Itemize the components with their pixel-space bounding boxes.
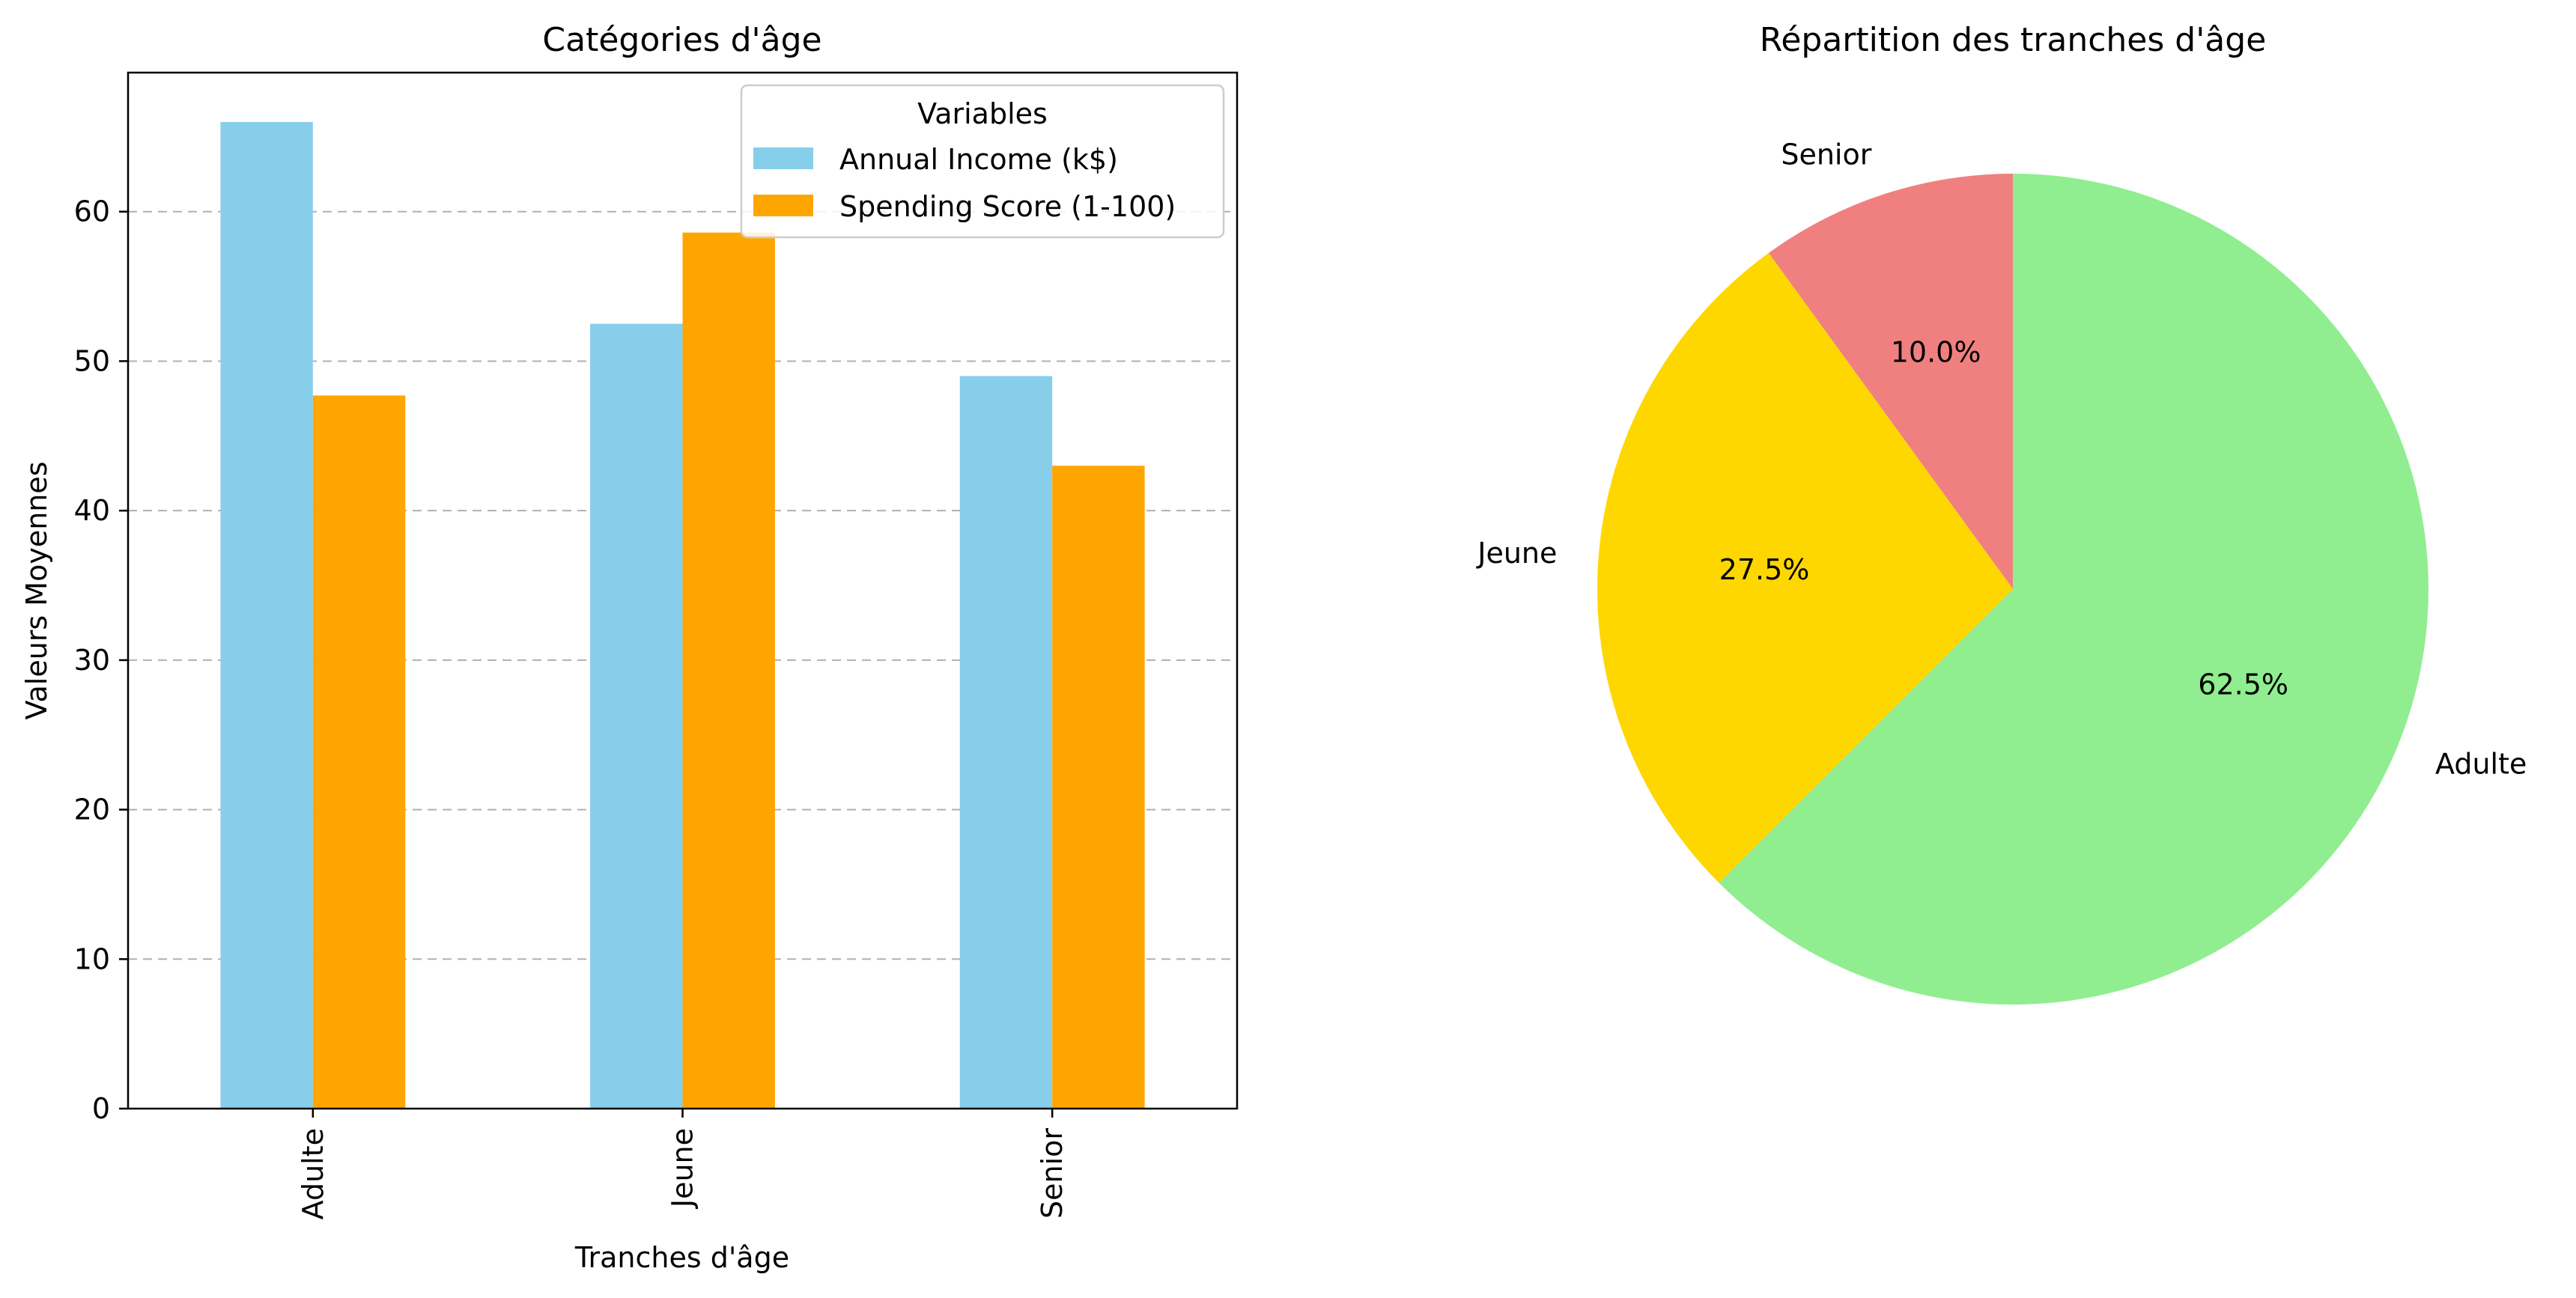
y-axis-ticks: 0 10 20 30 40 50 60 [74,195,128,1125]
pie-slices [1597,174,2428,1005]
x-tick-label: Senior [1036,1128,1069,1219]
y-tick-label: 40 [74,494,110,527]
bar [312,395,406,1109]
bar [590,323,683,1109]
y-tick-label: 30 [74,644,110,677]
legend-swatch-annual-income [753,147,813,169]
y-tick-label: 20 [74,793,110,826]
bar [959,376,1053,1109]
pie-slice [1597,252,2013,883]
y-tick-label: 60 [74,195,110,228]
pie-slice-label: Adulte [2435,748,2527,781]
pie-slice-label: Jeune [1476,537,1557,570]
pie-slice-label: Senior [1781,138,1871,171]
pie-percent-label: 27.5% [1719,553,1810,586]
pie-slice [1719,174,2428,1005]
x-tick-label: Adulte [297,1128,329,1219]
y-tick-label: 50 [74,344,110,377]
legend-swatch-spending-score [753,195,813,216]
y-tick-label: 10 [74,942,110,975]
pie-labels: Senior 10.0% Jeune 27.5% Adulte 62.5% [1476,138,2527,780]
y-tick-label: 0 [92,1092,110,1125]
pie-chart-title: Répartition des tranches d'âge [1760,21,2267,59]
bar-series [220,121,1145,1109]
pie-slice [1768,174,2013,589]
legend-frame [740,84,1225,239]
bar [682,232,775,1109]
x-axis-label: Tranches d'âge [574,1241,789,1274]
y-axis-label: Valeurs Moyennes [20,461,53,719]
legend: Variables Annual Income (k$) Spending Sc… [740,84,1225,239]
legend-label-spending-score: Spending Score (1-100) [839,190,1176,223]
legend-label-annual-income: Annual Income (k$) [839,143,1118,176]
legend-title: Variables [917,97,1048,130]
pie-percent-label: 62.5% [2198,668,2288,701]
bar [220,121,313,1109]
bar-chart-title: Catégories d'âge [542,21,821,59]
pie-chart: Répartition des tranches d'âge Senior 10.… [1476,21,2527,1005]
pie-percent-label: 10.0% [1891,335,1981,368]
bar-chart: Catégories d'âge 0 10 20 30 40 50 60 Adulte Jeu… [20,21,1239,1274]
bar [1052,466,1145,1109]
x-tick-label: Jeune [666,1128,699,1209]
x-axis-ticks: Adulte Jeune Senior [297,1109,1069,1219]
